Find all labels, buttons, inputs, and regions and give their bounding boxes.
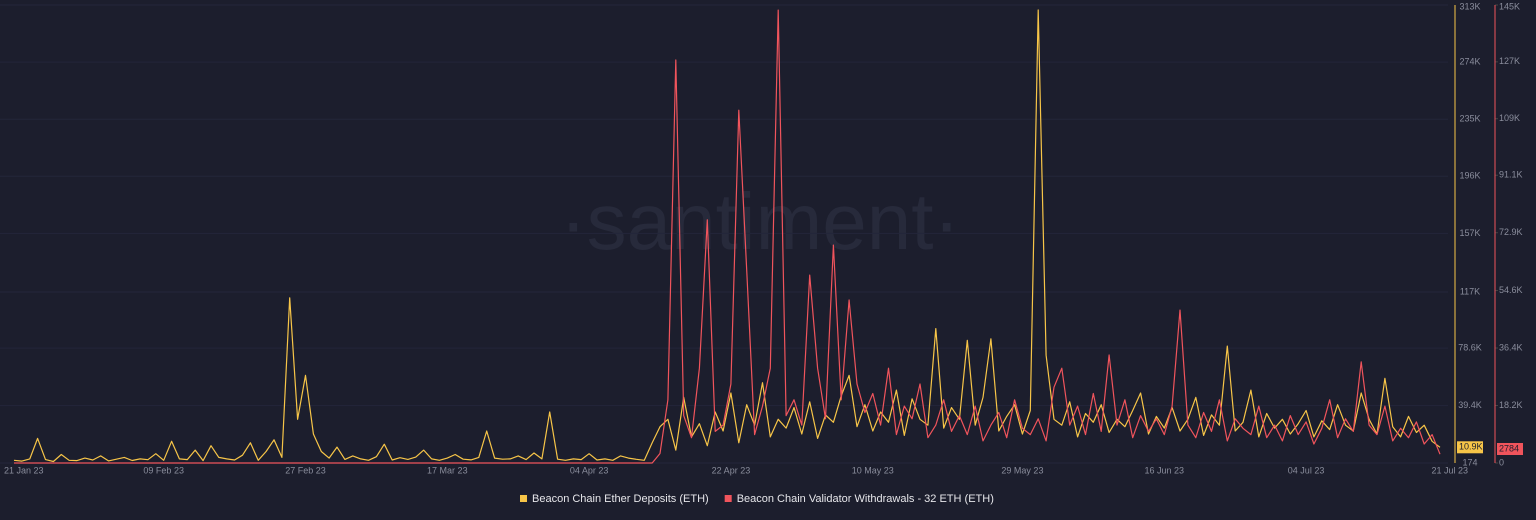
x-tick-label: 29 May 23 — [1001, 465, 1043, 475]
badge-bg — [1497, 443, 1523, 455]
y2-tick-label: 18.2K — [1499, 400, 1523, 410]
legend-label: Beacon Chain Ether Deposits (ETH) — [532, 493, 709, 505]
badge-bg — [1457, 441, 1483, 454]
watermark: ·santiment· — [560, 177, 960, 266]
y-tick-label: 274K — [1459, 56, 1480, 66]
y2-tick-label: 127K — [1499, 56, 1520, 66]
y2-tick-label: 54.6K — [1499, 285, 1523, 295]
x-tick-label: 16 Jun 23 — [1144, 465, 1184, 475]
y-tick-label: 117K — [1460, 286, 1480, 296]
badge-label: 10.9K — [1459, 442, 1483, 452]
y2-tick-label: 145K — [1499, 1, 1520, 11]
last-value-badge: 10.9K — [1457, 441, 1483, 454]
badge-label: 2784 — [1499, 443, 1519, 453]
legend-label: Beacon Chain Validator Withdrawals - 32 … — [737, 493, 994, 505]
y2-tick-label: 109K — [1499, 113, 1520, 123]
y2-tick-label: 0 — [1499, 457, 1504, 467]
x-tick-label: 21 Jul 23 — [1431, 465, 1468, 475]
legend-swatch — [724, 495, 732, 502]
x-tick-label: 09 Feb 23 — [143, 465, 184, 475]
y-tick-label: 39.4K — [1458, 400, 1482, 410]
y2-tick-label: 72.9K — [1499, 227, 1523, 237]
y-tick-label: 313K — [1459, 1, 1480, 11]
y-tick-label: 78.6K — [1458, 343, 1482, 353]
x-tick-label: 10 May 23 — [852, 465, 894, 475]
x-tick-label: 04 Jul 23 — [1288, 465, 1325, 475]
last-value-badge: 2784 — [1497, 443, 1523, 455]
x-tick-label: 21 Jan 23 — [4, 465, 44, 475]
x-tick-label: 04 Apr 23 — [570, 465, 609, 475]
x-tick-label: 22 Apr 23 — [712, 465, 751, 475]
y2-tick-label: 91.1K — [1499, 170, 1523, 180]
x-tick-label: 27 Feb 23 — [285, 465, 326, 475]
x-tick-label: 17 Mar 23 — [427, 465, 468, 475]
y-tick-label: 157K — [1459, 228, 1480, 238]
legend-swatch — [520, 495, 527, 502]
y-tick-label: 235K — [1459, 114, 1480, 124]
series-line — [14, 9, 1441, 464]
series-line — [13, 9, 1441, 463]
y-tick-label: 174 — [1462, 457, 1477, 467]
y2-tick-label: 36.4K — [1499, 342, 1523, 352]
y-tick-label: 196K — [1459, 171, 1480, 181]
